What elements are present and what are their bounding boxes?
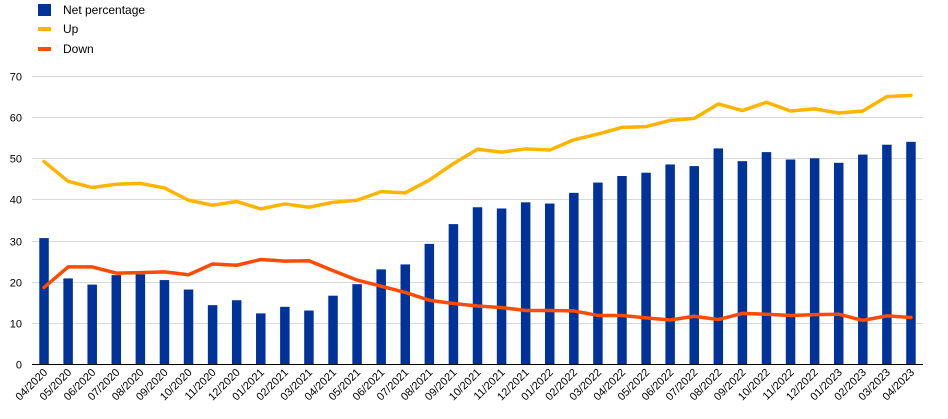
- bar-11/2020: [207, 305, 218, 364]
- bar-04/2021: [328, 295, 338, 364]
- bar-07/2021: [400, 264, 411, 364]
- bar-08/2020: [135, 274, 146, 364]
- bar-08/2022: [713, 148, 724, 364]
- bar-04/2020: [39, 238, 49, 364]
- bar-series-net-percentage: [39, 141, 916, 364]
- bar-09/2020: [159, 280, 170, 364]
- legend-item-down: Down: [38, 39, 145, 59]
- y-tick-label-70: 70: [10, 72, 22, 84]
- bar-05/2021: [352, 284, 362, 364]
- bar-04/2022: [617, 175, 627, 364]
- bar-03/2022: [593, 182, 603, 364]
- legend-item-net-percentage: Net percentage: [38, 0, 145, 20]
- bar-10/2020: [183, 289, 194, 364]
- line-down: [42, 257, 913, 323]
- bar-02/2022: [569, 192, 579, 364]
- bar-12/2022: [809, 158, 820, 364]
- bar-01/2023: [833, 162, 844, 364]
- legend-label-down: Down: [63, 41, 94, 56]
- bar-11/2022: [785, 159, 796, 364]
- bar-10/2022: [761, 152, 772, 364]
- bar-06/2022: [665, 164, 675, 364]
- y-tick-label-10: 10: [10, 319, 22, 331]
- y-tick-label-20: 20: [10, 278, 22, 290]
- bar-11/2021: [496, 208, 507, 364]
- bar-07/2020: [111, 275, 122, 364]
- bar-10/2021: [472, 207, 483, 364]
- bar-02/2021: [280, 306, 290, 364]
- y-tick-label-0: 0: [16, 360, 22, 372]
- bar-03/2021: [304, 310, 314, 364]
- y-tick-label-30: 30: [10, 237, 22, 249]
- bar-09/2021: [448, 224, 459, 364]
- legend-item-up: Up: [38, 20, 145, 40]
- bar-05/2020: [63, 278, 73, 364]
- bar-06/2020: [87, 284, 97, 364]
- bar-01/2021: [256, 313, 266, 364]
- legend-swatch-up: [38, 27, 51, 32]
- bar-12/2020: [231, 300, 242, 364]
- bar-04/2023: [906, 141, 916, 364]
- y-tick-label-60: 60: [10, 113, 22, 125]
- bar-07/2022: [689, 166, 699, 364]
- bar-09/2022: [737, 161, 748, 364]
- bar-01/2022: [544, 203, 555, 364]
- legend-swatch-net-percentage: [38, 3, 51, 16]
- legend: Net percentage Up Down: [38, 0, 145, 59]
- bar-08/2021: [424, 243, 435, 364]
- bar-05/2022: [641, 172, 651, 364]
- y-axis: 0 10 20 30 40 50 60 70: [10, 72, 22, 372]
- bar-06/2021: [376, 269, 386, 364]
- bar-12/2021: [520, 202, 531, 364]
- legend-label-up: Up: [63, 22, 79, 37]
- line-up: [42, 93, 913, 211]
- legend-swatch-down: [38, 46, 51, 51]
- bar-03/2023: [882, 144, 892, 364]
- x-axis: 04/202005/202006/202007/202008/202009/20…: [14, 364, 923, 403]
- y-tick-label-50: 50: [10, 154, 22, 166]
- legend-label-net-percentage: Net percentage: [63, 2, 146, 17]
- line-series: [42, 93, 913, 323]
- bar-02/2023: [858, 154, 868, 364]
- y-tick-label-40: 40: [10, 195, 22, 207]
